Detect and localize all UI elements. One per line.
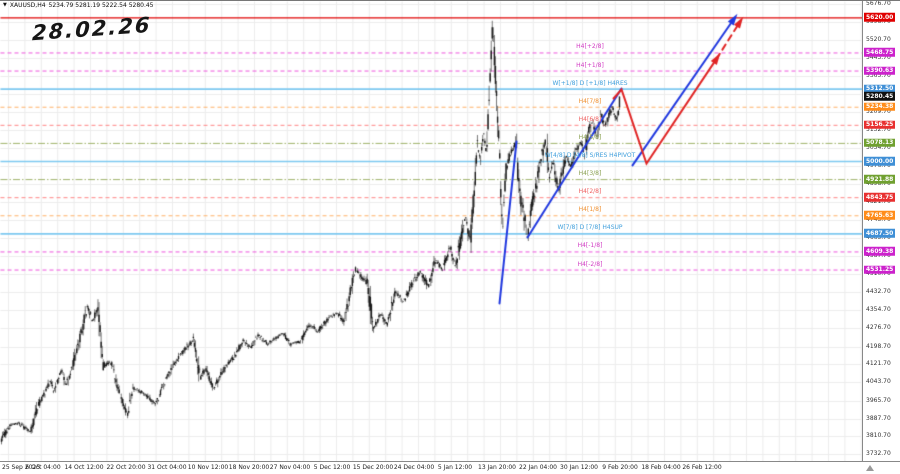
time-tick-label: 24 Dec 04:00 [393, 464, 435, 471]
price-tick-label: 4354.70 [866, 306, 891, 314]
time-tick-label: 5 Jan 12:00 [437, 464, 473, 471]
level-label: H4[5/8] [578, 133, 602, 141]
time-tick-label: 18 Feb 04:00 [641, 464, 681, 471]
level-label: W[4/8] D [4/8] S/RES H4PIVOT [544, 152, 636, 159]
time-tick-label: 30 Jan 12:00 [560, 464, 598, 471]
price-tick-label: 4898.70 [866, 180, 891, 188]
time-tick-label: 6 Oct 04:00 [25, 464, 61, 471]
price-tick-label: 5209.70 [866, 108, 891, 116]
chart-title: ▼ XAUUSD,H4 5234.79 5281.19 5222.54 5280… [3, 2, 154, 9]
level-label: W[+1/8] D [+1/8] H4RES [552, 79, 628, 87]
price-tick-label: 3887.70 [866, 414, 891, 422]
level-label: H4[2/8] [578, 188, 602, 196]
price-tick-label: 4510.70 [866, 270, 891, 278]
price-tick-label: 4743.70 [866, 216, 891, 224]
time-tick-label: 31 Oct 04:00 [147, 464, 187, 471]
time-tick-label: 14 Oct 12:00 [64, 464, 104, 471]
level-price-badge: 5468.75 [864, 48, 896, 57]
price-tick-label: 5443.70 [866, 54, 891, 62]
price-scale[interactable]: 5676.705598.705520.705443.705365.705287.… [862, 1, 900, 461]
level-price-badge: 4921.88 [864, 174, 896, 184]
price-tick-label: 4665.70 [866, 234, 891, 242]
level-price-badge: 4609.38 [864, 247, 896, 256]
price-tick-label: 5365.70 [866, 72, 891, 80]
symbol-timeframe-label: XAUUSD,H4 [9, 2, 46, 9]
time-tick-label: 27 Nov 04:00 [269, 464, 311, 471]
price-tick-label: 3810.70 [866, 432, 891, 440]
price-tick-label: 4587.70 [866, 252, 891, 260]
time-tick-label: 26 Feb 12:00 [682, 464, 722, 471]
level-price-badge: 5390.63 [864, 66, 896, 75]
level-label: H4[1/8] [578, 206, 602, 214]
current-price-badge: 5280.45 [864, 91, 896, 101]
level-price-badge: 5156.25 [864, 120, 896, 130]
price-tick-label: 4121.70 [866, 360, 891, 368]
price-tick-label: 5520.70 [866, 36, 891, 44]
price-tick-label: 4432.70 [866, 288, 891, 296]
time-tick-label: 22 Jan 04:00 [519, 464, 557, 471]
price-tick-label: 5054.70 [866, 144, 891, 152]
scale-corner-icon[interactable] [866, 465, 874, 471]
level-label: H4[+1/8] [576, 61, 604, 69]
level-price-badge: 4531.25 [864, 265, 896, 274]
time-tick-label: 10 Nov 12:00 [187, 464, 229, 471]
level-label: H4[-1/8] [577, 242, 603, 250]
level-price-badge: 5620.00 [864, 13, 896, 22]
ohlc-readout: 5234.79 5281.19 5222.54 5280.45 [48, 2, 154, 9]
symbol-dropdown-icon[interactable]: ▼ [3, 2, 7, 8]
time-tick-label: 18 Nov 20:00 [228, 464, 270, 471]
price-tick-label: 5598.70 [866, 18, 891, 26]
level-price-badge: 5078.13 [864, 138, 896, 148]
level-price-badge: 4687.50 [864, 229, 896, 238]
price-tick-label: 3965.70 [866, 396, 891, 404]
level-price-badge: 5000.00 [864, 156, 896, 166]
level-price-badge: 4843.75 [864, 192, 896, 202]
price-tick-label: 4198.70 [866, 342, 891, 350]
level-price-badge: 5234.38 [864, 102, 896, 111]
level-label: H4[7/8] [578, 97, 602, 105]
price-tick-label: 4976.70 [866, 162, 891, 170]
price-tick-label: 5676.70 [866, 0, 891, 8]
price-tick-label: 3732.70 [866, 450, 891, 458]
level-label: H4[-2/8] [577, 260, 603, 268]
level-label: H4[6/8] [578, 115, 602, 123]
time-tick-label: 5 Dec 12:00 [313, 464, 351, 471]
level-label: H4[3/8] [578, 170, 602, 178]
price-tick-label: 4821.70 [866, 198, 891, 206]
level-label: H4[+2/8] [576, 43, 604, 51]
level-price-badge: 5312.50 [864, 84, 896, 93]
time-tick-label: 15 Dec 20:00 [352, 464, 394, 471]
level-label: W[7/8] D [7/8] H4SUP [557, 224, 623, 232]
time-tick-label: 25 Sep 2025 [2, 464, 41, 471]
price-tick-label: 4276.70 [866, 324, 891, 332]
time-tick-label: 22 Oct 20:00 [106, 464, 146, 471]
price-tick-label: 5132.70 [866, 126, 891, 134]
price-tick-label: 4043.70 [866, 378, 891, 386]
time-tick-label: 13 Jan 20:00 [478, 464, 516, 471]
time-tick-label: 9 Feb 20:00 [602, 464, 638, 471]
level-price-badge: 4765.63 [864, 211, 896, 220]
time-scale[interactable]: 25 Sep 2025 6 Oct 04:00 14 Oct 12:00 22 Oct… [0, 461, 900, 474]
